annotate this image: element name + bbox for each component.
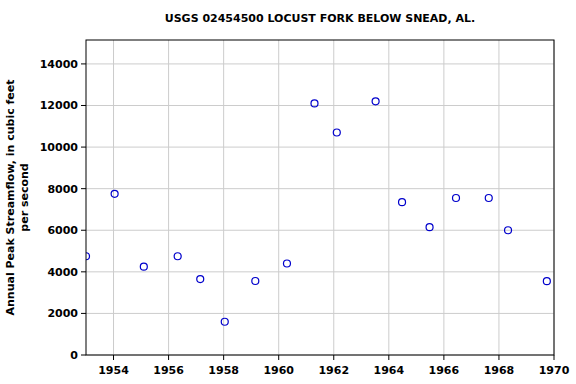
point (543, 278, 550, 285)
y-tick (81, 147, 86, 148)
x-tick-label: 1962 (318, 364, 349, 377)
y-tick-label: 4000 (47, 266, 78, 279)
y-tick-label: 8000 (47, 183, 78, 196)
x-grid-line (168, 40, 169, 355)
x-tick (554, 355, 555, 360)
x-tick (113, 355, 114, 360)
y-tick (81, 355, 86, 356)
y-tick-label: 2000 (47, 307, 78, 320)
x-tick-label: 1960 (263, 364, 294, 377)
point (333, 129, 340, 136)
x-tick (168, 355, 169, 360)
x-tick-label: 1964 (374, 364, 405, 377)
plot-frame (86, 40, 554, 355)
point (197, 276, 204, 283)
point (140, 263, 147, 270)
y-tick (81, 63, 86, 64)
point (399, 199, 406, 206)
x-tick-label: 1958 (208, 364, 239, 377)
x-grid-line (223, 40, 224, 355)
y-tick-label: 6000 (47, 224, 78, 237)
point (452, 195, 459, 202)
title: USGS 02454500 LOCUST FORK BELOW SNEAD, A… (165, 12, 475, 25)
point (426, 224, 433, 231)
y-tick-label: 0 (70, 349, 78, 362)
y-grid-line (86, 230, 554, 231)
y-axis-label: per second (18, 163, 31, 231)
y-grid-line (86, 105, 554, 106)
x-tick-label: 1954 (98, 364, 129, 377)
x-grid-line (498, 40, 499, 355)
x-tick-label: 1970 (539, 364, 570, 377)
y-tick-label: 14000 (40, 58, 79, 71)
chart: 0 2000 4000 6000 8000 10000 12000 14000 1954 1956… (0, 0, 576, 384)
y-grid-line (86, 188, 554, 189)
x-tick (278, 355, 279, 360)
x-tick-label: 1956 (153, 364, 184, 377)
point (221, 318, 228, 325)
point (311, 100, 318, 107)
x-tick (388, 355, 389, 360)
point (283, 260, 290, 267)
point (485, 195, 492, 202)
y-tick (81, 313, 86, 314)
x-tick (333, 355, 334, 360)
y-tick-label: 12000 (40, 99, 79, 112)
point (111, 190, 118, 197)
y-grid-line (86, 271, 554, 272)
x-grid-line (333, 40, 334, 355)
y-grid-line (86, 63, 554, 64)
x-tick-label: 1968 (484, 364, 515, 377)
x-grid-line (278, 40, 279, 355)
x-tick (498, 355, 499, 360)
y-tick (81, 230, 86, 231)
point (86, 253, 90, 260)
plot-background (86, 40, 554, 355)
y-grid-line (86, 147, 554, 148)
point (372, 98, 379, 105)
y-grid-line (86, 313, 554, 314)
y-tick (81, 188, 86, 189)
x-tick-label: 1966 (429, 364, 460, 377)
x-tick (443, 355, 444, 360)
y-axis-label: Annual Peak Streamflow, in cubic feet (4, 80, 17, 316)
y-tick (81, 271, 86, 272)
point (174, 253, 181, 260)
y-tick-label: 10000 (40, 141, 79, 154)
x-tick (223, 355, 224, 360)
y-tick (81, 105, 86, 106)
points (86, 98, 550, 325)
point (505, 227, 512, 234)
x-grid-line (388, 40, 389, 355)
point (252, 277, 259, 284)
x-grid-line (443, 40, 444, 355)
